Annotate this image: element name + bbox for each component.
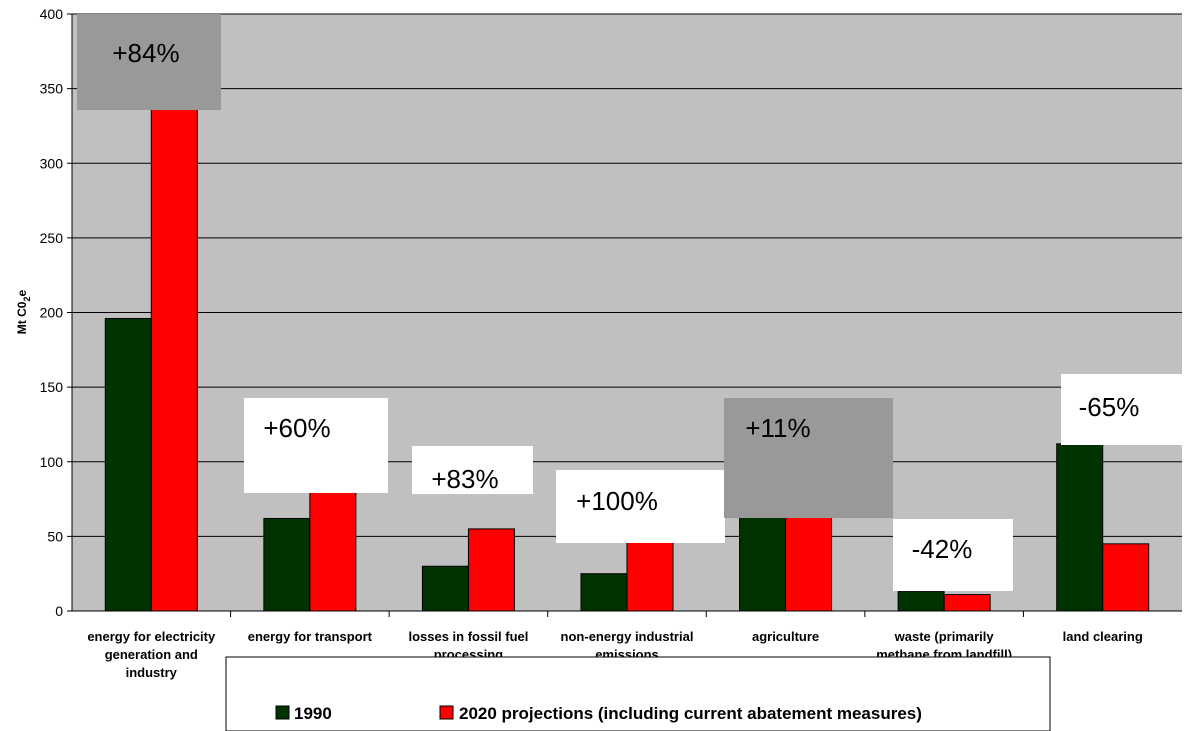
- axes: 0 50 100 150 200 250 300 350 400 energy for elect…: [15, 6, 1182, 680]
- annotation-label: -42%: [912, 534, 973, 564]
- annotation-box: [412, 446, 533, 494]
- bar-1990: [421, 565, 469, 612]
- bar-2020: [943, 594, 991, 612]
- annotation-box: [1061, 374, 1182, 445]
- x-category-label: energy for transport: [248, 629, 373, 644]
- x-category-label: energy for electricity generation and indu…: [87, 629, 216, 680]
- y-tick-label: 100: [40, 454, 64, 470]
- bar-1990: [263, 517, 311, 612]
- annotation-box: [893, 519, 1013, 591]
- x-category-label-line: generation and: [105, 647, 198, 662]
- y-tick-label: 150: [40, 379, 64, 395]
- y-tick-label: 350: [40, 81, 64, 97]
- bar-1990: [580, 573, 628, 612]
- legend-label: 2020 projections (including current abat…: [459, 704, 922, 723]
- x-category-label: agriculture: [752, 629, 819, 644]
- x-category-label-line: land clearing: [1063, 629, 1143, 644]
- legend-label: 1990: [294, 704, 332, 723]
- legend-swatch: [439, 705, 454, 720]
- x-category-label-line: waste (primarily: [894, 629, 995, 644]
- x-category-label-line: agriculture: [752, 629, 819, 644]
- annotation-label: +83%: [431, 464, 498, 494]
- legend-swatch: [275, 705, 290, 720]
- y-axis-label: Mt C02e: [15, 290, 32, 335]
- x-category-label-line: losses in fossil fuel: [408, 629, 528, 644]
- annotation-box: [77, 14, 221, 110]
- x-category-label-line: energy for transport: [248, 629, 373, 644]
- annotation-label: +84%: [112, 38, 179, 68]
- bar-2020: [467, 528, 515, 612]
- legend-box: [225, 656, 1051, 731]
- annotation-label: -65%: [1079, 392, 1140, 422]
- y-tick-label: 0: [55, 603, 63, 619]
- annotations: +84% +60% +83% +100% +11% -42% -65%: [77, 14, 1182, 591]
- y-axis-label-sub: 2: [22, 297, 32, 302]
- y-tick-label: 250: [40, 230, 64, 246]
- x-category-label-line: energy for electricity: [87, 629, 216, 644]
- y-axis-label-tail: e: [15, 290, 29, 297]
- annotation-label: +60%: [263, 413, 330, 443]
- y-axis-label-main: Mt C0: [15, 301, 29, 334]
- annotation-box: [244, 398, 388, 493]
- bar-1990: [897, 591, 945, 612]
- y-tick-label: 200: [40, 305, 64, 321]
- y-tick-label: 50: [47, 528, 63, 544]
- bar-1990: [1056, 443, 1104, 612]
- annotation-label: +100%: [576, 486, 658, 516]
- x-category-label: land clearing: [1063, 629, 1143, 644]
- x-category-label-line: non-energy industrial: [561, 629, 694, 644]
- annotation-box: [724, 398, 893, 518]
- annotation-label: +11%: [745, 413, 810, 443]
- y-tick-label: 400: [40, 6, 64, 22]
- bar-2020: [626, 540, 674, 612]
- bar-2020: [1102, 543, 1150, 612]
- bar-2020: [309, 491, 357, 612]
- bar-1990: [104, 317, 152, 612]
- y-tick-label: 300: [40, 155, 64, 171]
- legend: 1990 2020 projections (including current …: [225, 656, 1051, 731]
- annotation-box: [556, 470, 725, 543]
- bar-2020: [150, 73, 198, 612]
- x-category-label-line: industry: [126, 665, 178, 680]
